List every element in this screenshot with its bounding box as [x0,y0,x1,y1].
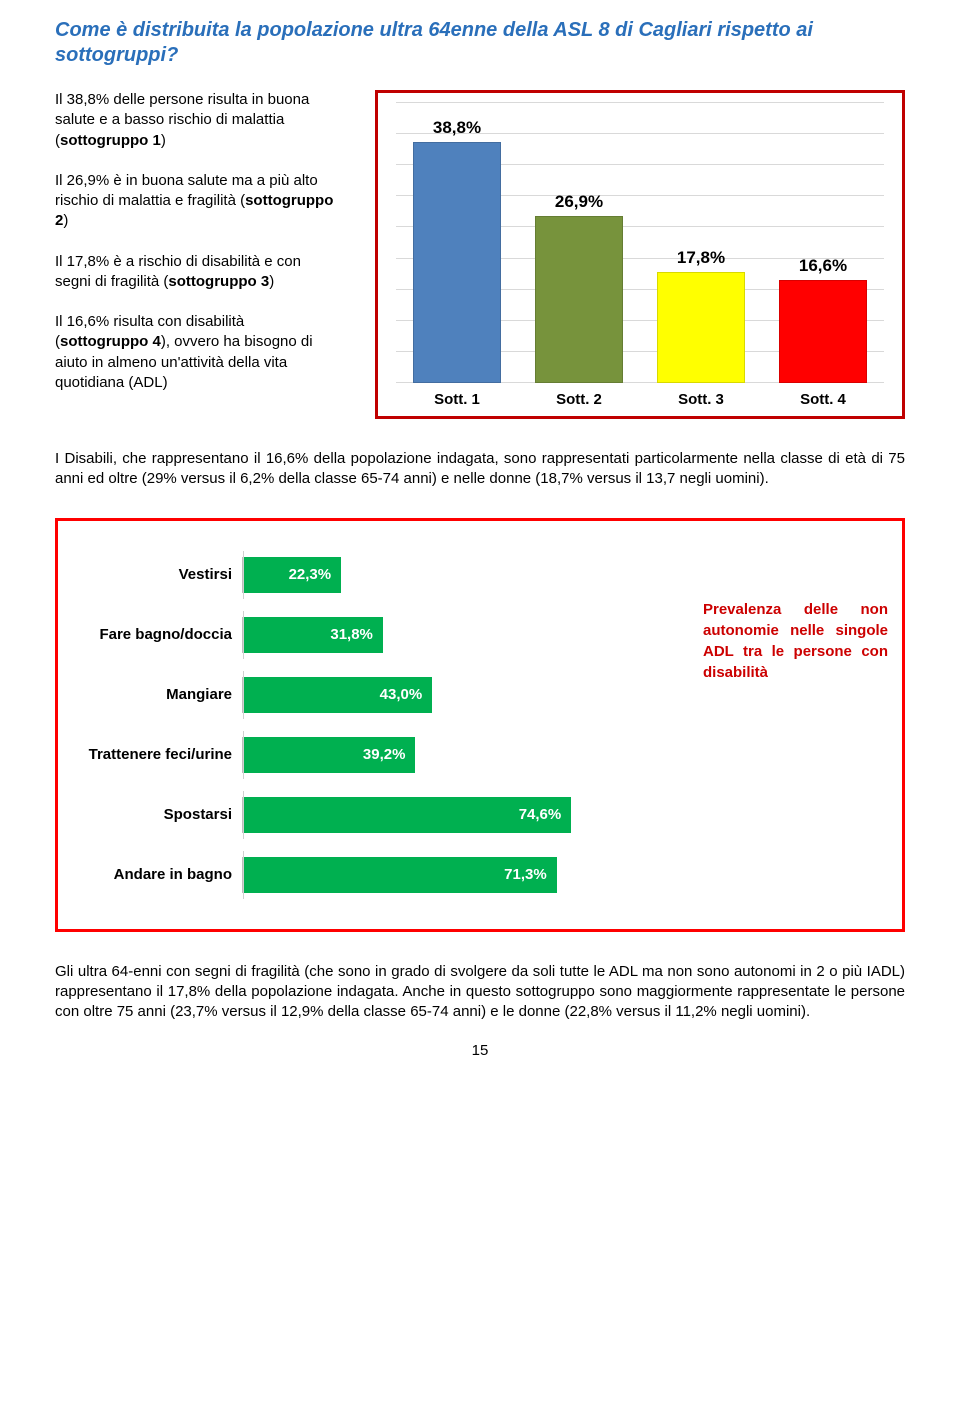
chart1-bar-group: 16,6% [767,103,879,383]
bottom-paragraph: Gli ultra 64-enni con segni di fragilità… [55,962,905,1023]
chart1-value-label: 17,8% [677,248,725,268]
mid-paragraph: I Disabili, che rappresentano il 16,6% d… [55,449,905,490]
chart1-bar [657,272,745,383]
left-para-3: Il 17,8% è a rischio di disabilità e con… [55,252,340,293]
chart2-row: Mangiare43,0% [72,671,683,719]
lp1-c: ) [161,132,166,149]
chart2-track: 74,6% [242,797,683,833]
chart1-xlabel: Sott. 4 [767,391,879,408]
chart2-row: Vestirsi22,3% [72,551,683,599]
chart-subgroups-plot: 38,8% 26,9% 17,8% 16,6% [396,103,884,383]
chart2-track: 22,3% [242,557,683,593]
lp2-c: ) [63,212,68,229]
chart-subgroups: 38,8%26,9%17,8%16,6% Sott. 1Sott. 2Sott.… [375,90,905,419]
chart2-track: 71,3% [242,857,683,893]
chart1-value-label: 16,6% [799,256,847,276]
chart1-bar-group: 38,8% [401,103,513,383]
chart-adl-sidetext: Prevalenza delle non autonomie nelle sin… [703,539,888,683]
chart2-bar: 71,3% [243,857,557,893]
left-para-1: Il 38,8% delle persone risulta in buona … [55,90,340,151]
chart2-bar: 31,8% [243,617,383,653]
chart2-bar: 39,2% [243,737,415,773]
top-section: Il 38,8% delle persone risulta in buona … [55,90,905,419]
lp1-b: sottogruppo 1 [60,132,161,149]
chart-adl: Vestirsi22,3% Fare bagno/doccia31,8% Mangi… [55,518,905,932]
lp4-b: sottogruppo 4 [60,333,161,350]
chart1-value-label: 38,8% [433,118,481,138]
chart2-track: 43,0% [242,677,683,713]
chart1-bar [535,216,623,383]
chart2-category-label: Fare bagno/doccia [72,626,242,643]
chart2-row: Trattenere feci/urine39,2% [72,731,683,779]
chart2-bar: 43,0% [243,677,432,713]
chart2-category-label: Vestirsi [72,566,242,583]
chart2-category-label: Mangiare [72,686,242,703]
chart1-bar-group: 17,8% [645,103,757,383]
chart2-category-label: Andare in bagno [72,866,242,883]
chart2-category-label: Spostarsi [72,806,242,823]
chart2-track: 39,2% [242,737,683,773]
left-para-4: Il 16,6% risulta con disabilità (sottogr… [55,312,340,393]
chart1-value-label: 26,9% [555,192,603,212]
chart1-xlabel: Sott. 2 [523,391,635,408]
chart2-bar: 22,3% [243,557,341,593]
chart2-track: 31,8% [242,617,683,653]
chart1-bar [413,142,501,383]
chart1-bar-group: 26,9% [523,103,635,383]
chart2-bar: 74,6% [243,797,571,833]
chart-adl-plot: Vestirsi22,3% Fare bagno/doccia31,8% Mangi… [72,539,683,911]
chart-subgroups-xaxis: Sott. 1 Sott. 2 Sott. 3 Sott. 4 [396,391,884,408]
chart2-row: Spostarsi74,6% [72,791,683,839]
page-title: Come è distribuita la popolazione ultra … [55,18,905,68]
chart1-xlabel: Sott. 1 [401,391,513,408]
chart1-bar [779,280,867,383]
page-number: 15 [55,1042,905,1059]
chart1-xlabel: Sott. 3 [645,391,757,408]
left-para-2: Il 26,9% è in buona salute ma a più alto… [55,171,340,232]
left-description: Il 38,8% delle persone risulta in buona … [55,90,340,413]
chart2-category-label: Trattenere feci/urine [72,746,242,763]
chart2-row: Andare in bagno71,3% [72,851,683,899]
lp3-b: sottogruppo 3 [168,273,269,290]
lp3-c: ) [269,273,274,290]
chart2-row: Fare bagno/doccia31,8% [72,611,683,659]
adl-sidetext-line: Prevalenza delle non autonomie nelle sin… [703,601,888,681]
